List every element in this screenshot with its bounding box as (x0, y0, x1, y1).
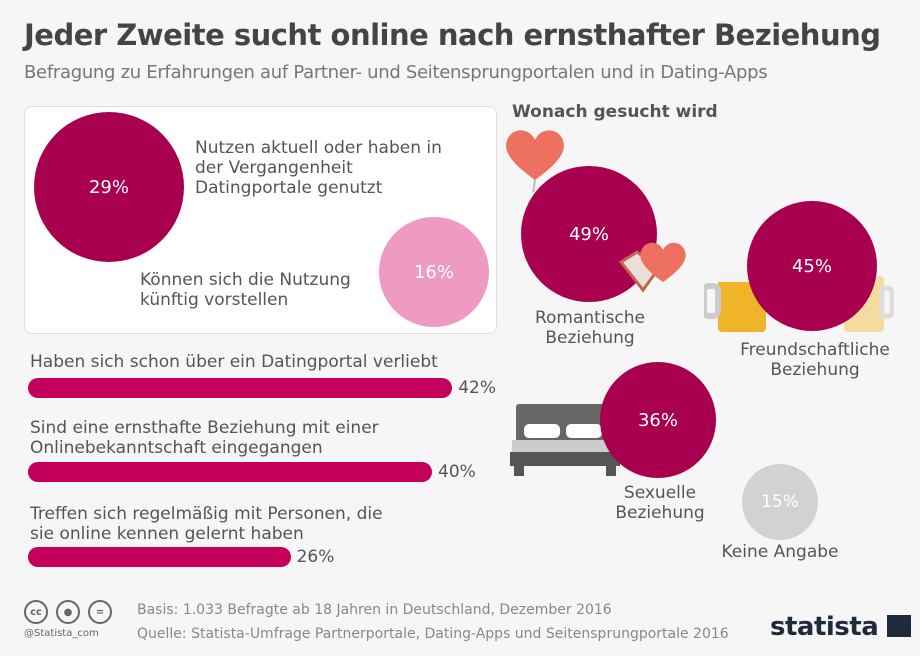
no-derivatives-icon: = (88, 600, 112, 624)
statista-logo: statista (770, 612, 911, 642)
twitter-handle: @Statista_com (24, 628, 99, 639)
value-label: 16% (413, 261, 454, 283)
attribution-icon: ● (56, 600, 80, 624)
section-title: Wonach gesucht wird (512, 102, 718, 122)
basis-note: Basis: 1.033 Befragte ab 18 Jahren in De… (137, 602, 612, 618)
heart-box-icon (618, 242, 686, 293)
chart-title: Jeder Zweite sucht online nach ernsthaft… (24, 18, 881, 52)
bubble-future-label: Können sich die Nutzung künftig vorstell… (140, 270, 351, 310)
logo-mark-icon (886, 615, 911, 637)
bar-label: Sind eine ernsthafte Beziehung mit einer… (30, 418, 379, 458)
bar-label: Treffen sich regelmäßig mit Personen, di… (30, 504, 383, 544)
logo-text: statista (770, 612, 879, 642)
bed-icon (510, 404, 620, 476)
bar-meet-regularly (28, 547, 291, 567)
value-label: 15% (761, 492, 799, 512)
heart-balloon-icon (506, 130, 564, 192)
value-label: 29% (88, 176, 129, 198)
chart-subtitle: Befragung zu Erfahrungen auf Partner- un… (24, 62, 768, 83)
bubble-future: 16% (379, 217, 489, 327)
bar-value: 42% (458, 378, 496, 398)
bubble-romantic-label: Romantische Beziehung (534, 308, 646, 348)
bubble-friendship: 45% (747, 201, 877, 331)
value-label: 49% (568, 223, 609, 245)
cc-icon: cc (24, 600, 48, 624)
bubble-usage-label: Nutzen aktuell oder haben in der Vergang… (195, 138, 442, 198)
value-label: 36% (637, 409, 678, 431)
bubble-friendship-label: Freundschaftliche Beziehung (740, 340, 890, 380)
bar-label: Haben sich schon über ein Datingportal v… (30, 352, 438, 372)
bar-fell-in-love (28, 378, 453, 398)
bubble-usage: 29% (34, 112, 184, 262)
bubble-no-answer: 15% (742, 464, 818, 540)
bar-value: 40% (438, 462, 476, 482)
bar-value: 26% (296, 547, 335, 567)
bubble-sexual: 36% (600, 362, 716, 478)
source-note: Quelle: Statista-Umfrage Partnerportale,… (137, 626, 729, 642)
bubble-no-answer-label: Keine Angabe (721, 542, 839, 562)
bar-relationship (28, 462, 432, 482)
value-label: 45% (791, 255, 832, 277)
bubble-sexual-label: Sexuelle Beziehung (615, 483, 705, 523)
